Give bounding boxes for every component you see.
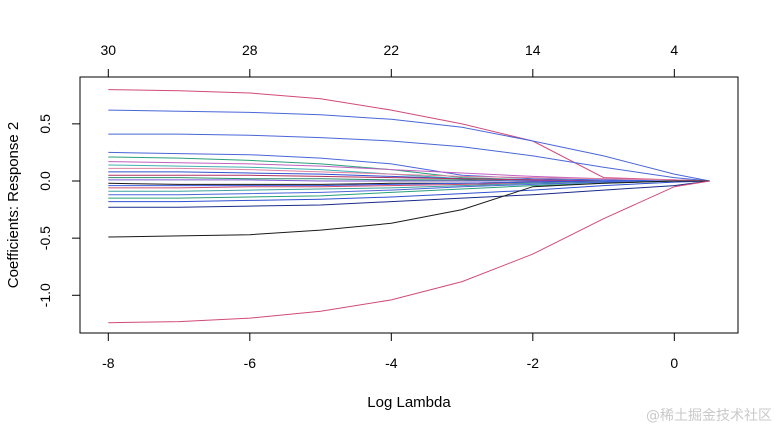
y-axis-title: Coefficients: Response 2: [5, 122, 22, 289]
series-line-19: [108, 180, 710, 203]
series-line-20: [108, 180, 710, 208]
series-line-21: [108, 180, 710, 238]
top-tick-label: 22: [384, 42, 400, 58]
x-tick-label: -8: [102, 355, 115, 371]
y-tick-label: -1.0: [37, 283, 53, 307]
plot-frame: [79, 76, 739, 334]
x-tick-label: -2: [527, 355, 540, 371]
bottom-axis: -8 -6 -4 -2 0: [102, 332, 678, 371]
y-tick-label: -0.5: [37, 226, 53, 250]
series-line-8: [108, 167, 710, 182]
series-line-17: [108, 180, 710, 196]
watermark: @稀土掘金技术社区: [646, 408, 772, 424]
x-tick-label: -4: [385, 355, 398, 371]
left-axis: -1.0 -0.5 0.0 0.5: [37, 114, 81, 307]
series-line-22: [108, 180, 710, 324]
top-tick-label: 30: [101, 42, 117, 58]
top-tick-label: 14: [525, 42, 541, 58]
y-tick-label: 0.5: [37, 114, 53, 134]
x-tick-label: -6: [244, 355, 257, 371]
top-tick-label: 28: [242, 42, 258, 58]
series-line-1: [108, 89, 710, 182]
series-line-3: [108, 133, 710, 182]
series-line-2: [108, 109, 710, 182]
series-line-14: [108, 180, 710, 187]
top-tick-label: 4: [670, 42, 678, 58]
y-tick-label: 0.0: [37, 171, 53, 191]
x-tick-label: 0: [670, 355, 678, 371]
top-axis: 30 28 22 14 4: [101, 42, 678, 78]
x-axis-title: Log Lambda: [367, 394, 451, 411]
series-line-4: [108, 151, 710, 182]
series-lines: [108, 89, 710, 324]
